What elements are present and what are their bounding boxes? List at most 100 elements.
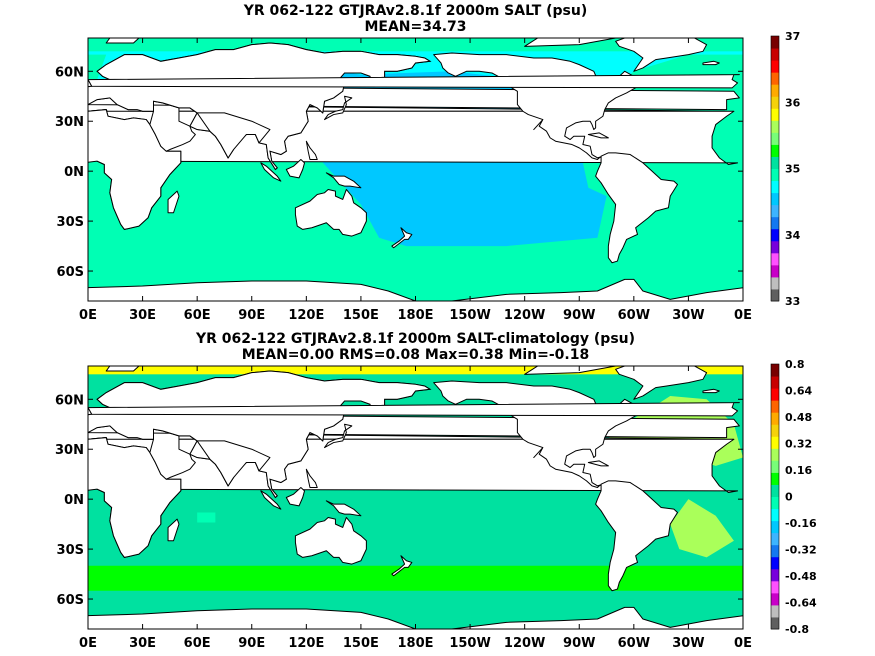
x-tick-label: 90E [238,636,265,651]
land-nz [391,227,413,249]
colorbar-swatch [771,400,779,413]
plot2-title: YR 062-122 GTJRAv2.8.1f 2000m SALT-clima… [195,331,636,347]
colorbar-swatch [771,412,779,425]
colorbar-swatch [771,364,779,377]
colorbar-tick-label: 0.48 [785,411,812,424]
plot1-map: 0E 30E 60E 90E 120E 150E 180E 150W 120W 90W 60W 30W… [55,30,801,323]
x-tick-label: 90W [563,636,595,651]
colorbar-frame [770,363,780,630]
colorbar-swatch [771,472,779,485]
colorbar-swatch [771,156,779,169]
colorbar-swatch [771,108,779,121]
land-antarctica [88,278,743,301]
land-antarctica [88,606,743,629]
colorbar-swatch [771,120,779,133]
x-tick-label: 120W [504,636,545,651]
colorbar-swatch [771,532,779,546]
y-tick-label: 60S [57,593,84,608]
x-tick-label: 30W [672,308,704,323]
x-tick-label: 90W [563,308,595,323]
colorbar-swatch [771,252,779,266]
colorbar-tick-label: 34 [785,229,801,242]
land-nz [391,555,413,577]
y-tick-label: 30S [57,215,84,230]
plot1-subtitle: MEAN=34.73 [364,19,467,35]
colorbar-swatch [771,520,779,534]
plot2-map: 0E 30E 60E 90E 120E 150E 180E 150W 120W 90W 60W 30W… [55,358,817,651]
colorbar-swatch [771,484,779,497]
land-japan [324,423,353,449]
land-svalbard [105,366,140,372]
colorbar-tick-label: 36 [785,96,801,109]
colorbar-swatch [771,180,779,194]
colorbar-swatch [771,568,779,582]
land-samerica [595,152,678,264]
colorbar-swatch [771,48,779,61]
x-tick-label: 90E [238,308,265,323]
land-uk-wrap [88,406,93,416]
x-tick-label: 120E [288,308,324,323]
x-tick-label: 60E [184,308,211,323]
colorbar-swatch [771,132,779,145]
colorbar-swatch [771,72,779,85]
x-tick-label: 0E [734,308,752,323]
y-tick-label: 30S [57,543,84,558]
colorbar-swatch [771,60,779,73]
plot2-ocean-field [88,366,743,629]
colorbar-swatch [771,508,779,522]
land-samerica [595,480,678,592]
colorbar-swatch [771,580,779,594]
land-sumatra [260,490,282,510]
land-sumatra [260,162,282,182]
colorbar-swatch [771,556,779,570]
colorbar-swatch [771,288,779,302]
x-tick-label: 30E [129,308,156,323]
land-arctic_isl [524,38,619,47]
colorbar-tick-label: 0.32 [785,438,812,451]
x-tick-label: 120W [504,308,545,323]
colorbar-frame [770,35,780,302]
land-cuba [587,132,609,139]
colorbar-swatch [771,276,779,290]
land-japan [324,95,353,121]
x-tick-label: 180E [397,636,433,651]
colorbar-swatch [771,604,779,618]
colorbar-tick-label: 35 [785,163,800,176]
land-madagascar [167,190,180,214]
x-tick-label: 30E [129,636,156,651]
colorbar-swatch [771,168,779,182]
land-asia2-wrap [88,42,432,171]
land-philippines [305,140,318,161]
colorbar-swatch [771,96,779,109]
y-tick-label: 60N [55,393,84,408]
y-tick-label: 0N [64,165,84,180]
land-asia2-wrap [88,370,432,499]
colorbar-swatch [771,376,779,389]
x-tick-label: 120E [288,636,324,651]
plot2-colorbar: 0.8 0.64 0.48 0.32 0.16 0 -0.16 -0.32 -0.48 -0.64… [770,358,817,636]
land-arctic_isl [524,366,619,375]
colorbar-swatch [771,204,779,218]
land-philippines [305,468,318,489]
plot1-colorbar: 37 36 35 34 33 [770,30,801,308]
x-tick-label: 60W [618,636,650,651]
x-tick-label: 60W [618,308,650,323]
land-svalbard [105,38,140,44]
colorbar-tick-label: 0.8 [785,358,805,371]
land-iceland [702,60,720,66]
land-borneo [285,159,306,179]
land-madagascar [167,518,180,542]
colorbar-tick-label: 0 [785,491,793,504]
x-tick-label: 60E [184,636,211,651]
y-tick-label: 0N [64,493,84,508]
land-australia [294,188,367,237]
land-newguinea [325,172,362,189]
colorbar-tick-label: -0.48 [785,570,817,583]
x-tick-label: 150E [343,308,379,323]
y-tick-label: 30N [55,443,84,458]
plot1-title: YR 062-122 GTJRAv2.8.1f 2000m SALT (psu) [243,3,588,19]
colorbar-swatch [771,496,779,510]
x-tick-label: 150W [449,308,490,323]
colorbar-tick-label: 0.64 [785,385,812,398]
colorbar-swatch [771,592,779,606]
